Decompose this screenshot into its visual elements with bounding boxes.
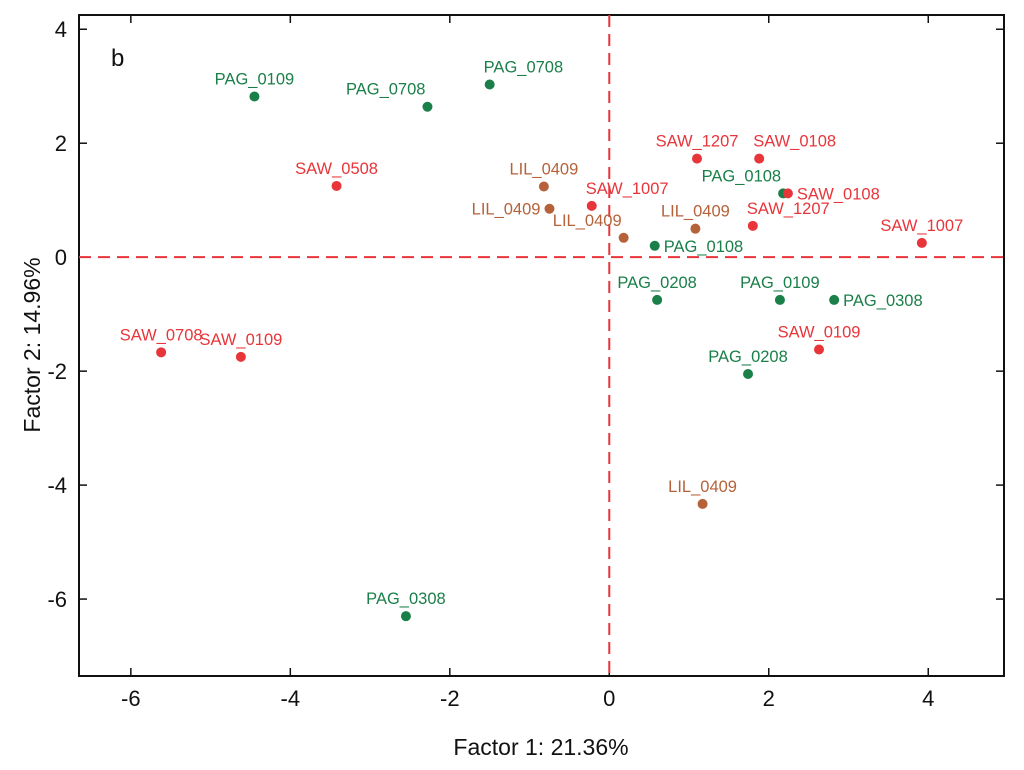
data-point-saw-0108	[782, 188, 793, 199]
point-label: SAW_0109	[778, 323, 861, 341]
point-labels: PAG_0109 PAG_0708 PAG_0708 SAW_0508 LIL_0409…	[120, 59, 964, 609]
point-label: SAW_1007	[586, 180, 669, 198]
y-tick-label: 4	[55, 17, 67, 42]
data-point-pag-0308	[400, 611, 411, 622]
point-label: PAG_0308	[843, 292, 923, 310]
point-label: PAG_0208	[708, 348, 788, 366]
x-tick-label: -2	[440, 686, 460, 711]
data-point-pag-0208	[652, 294, 663, 305]
data-point-saw-1207	[691, 153, 702, 164]
x-axis-title: Factor 1: 21.36%	[453, 734, 628, 760]
data-point-saw-1007	[916, 237, 927, 248]
data-point-pag-0708	[422, 101, 433, 112]
point-label: LIL_0409	[661, 203, 730, 221]
point-label: LIL_0409	[553, 212, 622, 230]
point-label: PAG_0109	[215, 70, 295, 88]
point-label: PAG_0108	[702, 167, 782, 185]
data-point-pag-0108	[649, 240, 660, 251]
x-tick-label: -6	[121, 686, 141, 711]
point-label: PAG_0708	[484, 59, 564, 77]
point-label: SAW_1007	[880, 217, 963, 235]
reference-lines	[79, 15, 1004, 676]
x-tick-label: 0	[603, 686, 615, 711]
y-axis-title: Factor 2: 14.96%	[19, 257, 45, 432]
point-label: PAG_0308	[366, 590, 446, 608]
point-label: PAG_0108	[664, 238, 744, 256]
data-point-pag-0109	[774, 294, 785, 305]
x-tick-label: 4	[922, 686, 934, 711]
y-tick-label: -2	[47, 359, 67, 384]
data-point-saw-0109	[235, 351, 246, 362]
data-point-lil-0409	[690, 223, 701, 234]
panel-label: b	[111, 45, 124, 72]
data-point-saw-0508	[331, 180, 342, 191]
point-label: LIL_0409	[668, 478, 737, 496]
data-point-pag-0708	[484, 79, 495, 90]
point-label: SAW_0108	[797, 185, 880, 203]
data-point-lil-0409	[538, 181, 549, 192]
data-point-saw-1207	[747, 220, 758, 231]
plot-frame	[78, 14, 1005, 677]
y-tick-label: 0	[55, 245, 67, 270]
point-label: PAG_0208	[617, 274, 697, 292]
point-label: SAW_0708	[120, 326, 203, 344]
data-point-lil-0409	[697, 498, 708, 509]
data-point-lil-0409	[544, 203, 555, 214]
data-point-pag-0308	[829, 294, 840, 305]
point-label: SAW_0108	[753, 133, 836, 151]
data-point-pag-0208	[743, 368, 754, 379]
axis-ticks: -6 -4 -2 0 2 4 -6 -4 -2 0 2 4	[47, 15, 1004, 711]
y-tick-label: -4	[47, 473, 67, 498]
data-point-saw-1007	[586, 200, 597, 211]
y-tick-label: -6	[47, 587, 67, 612]
data-points	[156, 79, 927, 622]
data-point-lil-0409	[618, 232, 629, 243]
point-label: SAW_1207	[747, 200, 830, 218]
point-label: SAW_1207	[656, 133, 739, 151]
point-label: LIL_0409	[472, 201, 541, 219]
point-label: PAG_0708	[346, 81, 426, 99]
data-point-saw-0109	[814, 344, 824, 355]
x-tick-label: 2	[763, 686, 775, 711]
point-label: SAW_0508	[295, 160, 378, 178]
y-tick-label: 2	[55, 131, 67, 156]
data-point-pag-0109	[249, 91, 260, 102]
point-label: SAW_0109	[199, 331, 282, 349]
point-label: PAG_0109	[740, 274, 820, 292]
x-tick-label: -4	[281, 686, 301, 711]
data-point-saw-0108	[754, 153, 765, 164]
point-label: LIL_0409	[509, 161, 578, 179]
data-point-saw-0708	[156, 347, 167, 358]
